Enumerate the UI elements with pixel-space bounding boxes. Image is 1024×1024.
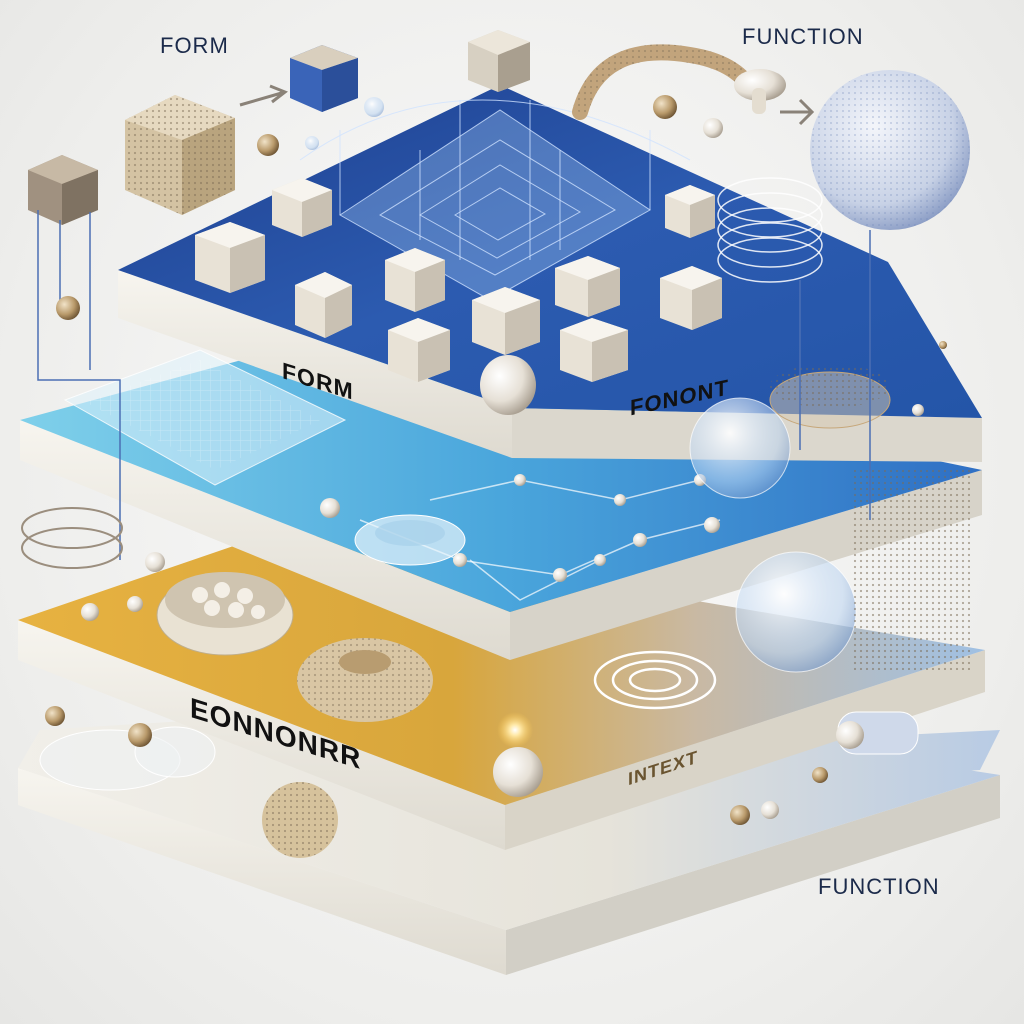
- node-spheres: [320, 474, 720, 582]
- glass-ring-icon: [593, 650, 717, 710]
- label-form-top-left: FORM: [160, 33, 229, 58]
- bronze-sphere-icon: [56, 296, 80, 320]
- glass-bowl-icon: [769, 364, 891, 429]
- label-function-top-right: FUNCTION: [742, 24, 864, 49]
- mesh-cube-icon: [125, 95, 235, 215]
- glass-sphere-icon: [689, 397, 791, 499]
- glass-coil-icon: [717, 177, 823, 283]
- cube-icon: [385, 248, 445, 312]
- cube-icon: [665, 185, 715, 238]
- mesh-torus-icon: [297, 638, 433, 722]
- cube-icon: [295, 272, 352, 338]
- cube-icon: [555, 256, 620, 317]
- small-cube-icon: [28, 155, 98, 225]
- glass-dish-icon: [354, 514, 466, 566]
- cube-icon: [660, 266, 722, 330]
- mushroom-icon: [734, 69, 786, 114]
- cube-icon: [388, 318, 450, 382]
- stone-bowl-icon: [156, 572, 294, 656]
- hanging-wires: [37, 210, 871, 560]
- floating-cube-icon: [468, 30, 530, 92]
- cube-icon: [272, 178, 332, 237]
- cube-row: [195, 178, 722, 415]
- curved-tube-icon: [572, 44, 760, 120]
- arrow-icon: [780, 98, 815, 126]
- arrow-icon: [239, 84, 289, 107]
- glass-sphere-icon: [735, 551, 857, 673]
- glass-capsule-icon: [836, 711, 919, 755]
- glass-ring-icon: [21, 507, 123, 569]
- cube-icon: [195, 222, 265, 293]
- spark-icon: [497, 712, 533, 748]
- data-matrix-wall: [850, 470, 970, 670]
- pearl-icon: [493, 747, 543, 797]
- cube-icon: [472, 287, 540, 355]
- floating-cube-icon: [290, 45, 358, 112]
- pearl-icon: [480, 355, 536, 415]
- circuit-glass-panel: [63, 349, 347, 486]
- cube-icon: [560, 318, 628, 382]
- label-function-bottom-right: FUNCTION: [818, 874, 940, 899]
